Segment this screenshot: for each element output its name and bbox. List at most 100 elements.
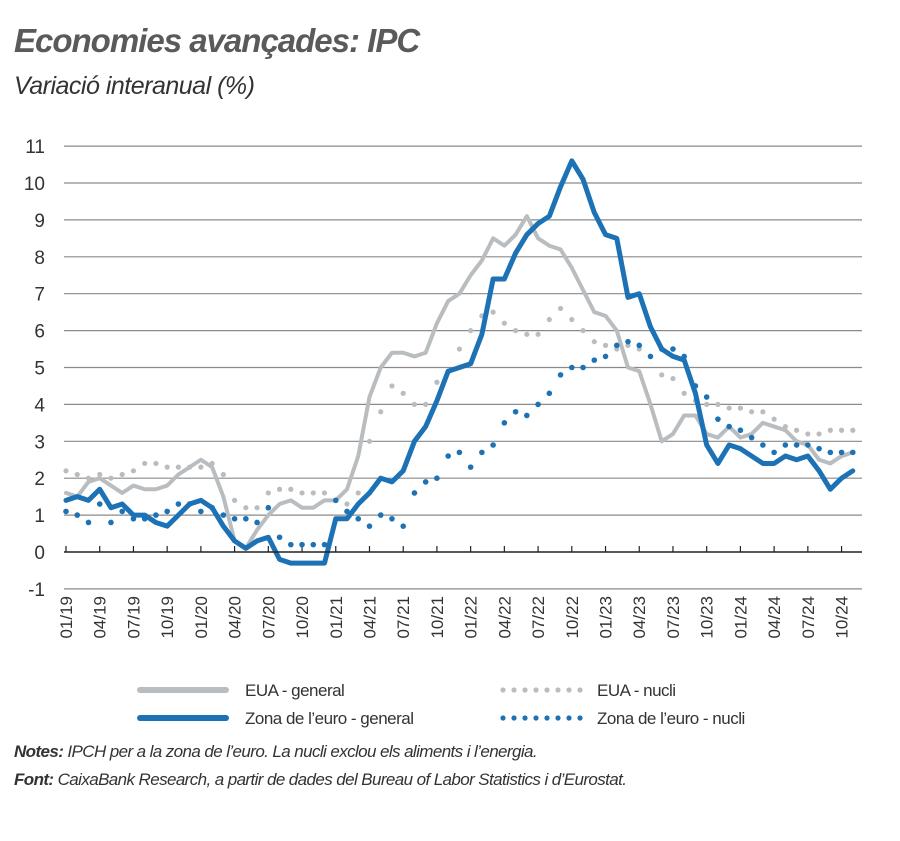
notes-text: IPCH per a la zona de l’euro. La nucli e… [63, 742, 537, 761]
data-point-euro-nucli [411, 490, 418, 496]
data-point-euro-nucli [535, 401, 541, 408]
x-tick-label: 04/23 [630, 596, 649, 639]
data-point-eua-nucli [827, 427, 833, 433]
data-point-euro-nucli [310, 541, 317, 548]
legend-label: EUA - nucli [597, 681, 676, 700]
data-point-euro-nucli [715, 416, 721, 422]
data-point-eua-nucli [838, 427, 845, 433]
data-point-eua-nucli [423, 401, 429, 407]
x-tick-label: 10/24 [833, 596, 852, 639]
data-point-eua-nucli [816, 431, 822, 437]
data-point-eua-nucli [557, 305, 564, 312]
data-point-euro-nucli [524, 412, 530, 419]
data-point-euro-nucli [501, 420, 508, 426]
data-point-euro-nucli [153, 512, 159, 518]
data-point-eua-nucli [535, 331, 541, 337]
legend-swatch-dot [511, 687, 517, 693]
data-point-euro-nucli [389, 515, 395, 522]
data-point-euro-nucli [231, 515, 238, 522]
data-point-eua-nucli [243, 505, 249, 511]
x-tick-label: 10/19 [158, 596, 177, 639]
y-tick-label: 10 [24, 174, 45, 195]
y-tick-label: 0 [34, 543, 45, 564]
y-tick-label: 2 [34, 469, 45, 490]
source-label: Font: [14, 770, 54, 789]
data-point-euro-nucli [119, 508, 125, 515]
data-point-euro-nucli [344, 508, 350, 515]
data-point-eua-nucli [119, 471, 125, 478]
data-point-euro-nucli [793, 442, 800, 448]
data-point-euro-nucli [445, 453, 451, 459]
data-point-euro-nucli [456, 449, 463, 456]
data-point-eua-nucli [63, 468, 69, 474]
x-tick-label: 10/21 [428, 596, 447, 639]
data-point-euro-nucli [85, 519, 92, 526]
data-point-eua-nucli [468, 328, 474, 334]
x-tick-label: 10/23 [698, 596, 717, 639]
y-tick-label: 1 [34, 506, 45, 527]
x-tick-label: 01/19 [57, 596, 76, 639]
y-tick-label: 6 [34, 322, 45, 343]
x-tick-label: 10/22 [563, 596, 582, 639]
y-tick-label: 11 [25, 137, 45, 158]
x-tick-label: 04/20 [226, 596, 245, 639]
data-point-eua-nucli [749, 409, 755, 415]
data-point-euro-nucli [580, 364, 586, 371]
legend-swatch-dot [533, 687, 539, 693]
data-point-euro-nucli [771, 449, 777, 456]
data-point-eua-nucli [288, 486, 294, 492]
data-point-euro-nucli [670, 346, 676, 352]
legend-swatch-dot [500, 687, 506, 693]
data-point-eua-nucli [524, 331, 530, 337]
data-point-euro-nucli [422, 479, 429, 485]
chart-subtitle: Variació interanual (%) [14, 72, 255, 100]
legend-swatch-dot [566, 715, 572, 721]
x-tick-label: 01/21 [327, 596, 346, 639]
y-tick-label: 8 [34, 248, 45, 269]
y-tick-label: 7 [34, 285, 45, 306]
data-point-euro-nucli [332, 497, 339, 504]
data-point-euro-nucli [164, 508, 170, 515]
data-point-euro-nucli [613, 342, 620, 349]
data-point-eua-nucli [805, 431, 811, 437]
notes-line: Notes: IPCH per a la zona de l’euro. La … [14, 742, 538, 762]
data-point-eua-nucli [310, 490, 316, 496]
data-point-eua-nucli [366, 438, 373, 444]
legend-swatch-dot [522, 715, 528, 721]
data-point-eua-nucli [209, 460, 215, 467]
data-point-euro-nucli [377, 512, 384, 518]
x-tick-label: 01/23 [597, 596, 616, 639]
x-tick-label: 07/23 [664, 596, 683, 639]
data-point-euro-nucli [591, 357, 598, 363]
data-point-eua-nucli [501, 320, 507, 326]
data-point-eua-nucli [782, 423, 788, 430]
data-point-euro-nucli [748, 434, 755, 441]
data-point-euro-nucli [74, 512, 81, 518]
y-tick-label: 4 [34, 395, 45, 416]
legend-label: EUA - general [245, 681, 344, 700]
data-point-euro-nucli [254, 519, 260, 526]
data-point-eua-nucli [850, 427, 856, 433]
x-tick-label: 01/20 [192, 596, 211, 639]
data-point-euro-nucli [265, 504, 272, 511]
data-point-eua-nucli [142, 460, 148, 467]
data-point-euro-nucli [366, 523, 373, 529]
data-point-euro-nucli [647, 353, 654, 360]
legend-swatch-dot [577, 715, 583, 721]
x-tick-label: 07/21 [394, 596, 413, 639]
data-point-euro-nucli [434, 475, 440, 482]
data-point-euro-nucli [760, 442, 766, 448]
data-point-euro-nucli [838, 449, 845, 456]
data-point-euro-nucli [479, 449, 485, 456]
data-point-eua-nucli [187, 464, 193, 470]
data-point-euro-nucli [220, 512, 227, 518]
y-tick-label: 3 [34, 432, 45, 453]
data-point-eua-nucli [737, 405, 744, 411]
data-point-eua-nucli [344, 501, 350, 507]
data-point-euro-nucli [288, 541, 294, 548]
y-tick-label: -1 [28, 580, 45, 601]
data-point-eua-nucli [97, 471, 103, 478]
data-point-euro-nucli [726, 423, 732, 430]
legend-swatch-dot [522, 687, 528, 693]
data-point-eua-nucli [164, 464, 170, 470]
